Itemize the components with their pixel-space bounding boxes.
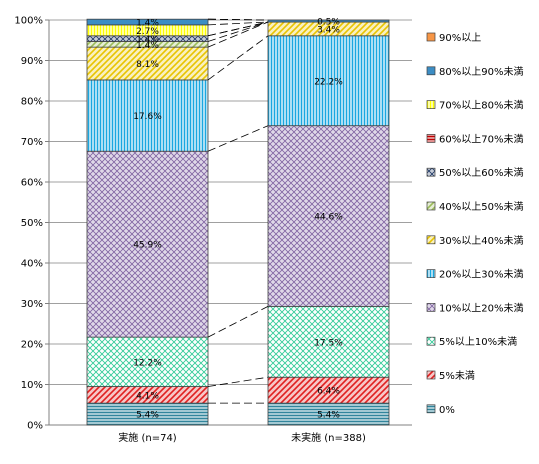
data-label: 3.4% bbox=[317, 25, 340, 35]
series-connector bbox=[207, 21, 269, 26]
data-label: 1.4% bbox=[136, 19, 159, 29]
data-label: 17.5% bbox=[314, 338, 343, 348]
bar-segment bbox=[86, 18, 209, 26]
y-tick-label: 100% bbox=[14, 16, 43, 27]
y-tick-label: 70% bbox=[21, 137, 43, 148]
data-label: 17.6% bbox=[133, 112, 162, 122]
legend-swatch bbox=[426, 336, 436, 346]
data-label: 12.2% bbox=[133, 358, 162, 368]
y-tick-label: 80% bbox=[21, 97, 43, 108]
y-tick-label: 20% bbox=[21, 340, 43, 351]
legend-swatch bbox=[426, 404, 436, 414]
legend-label: 10%以上20%未満 bbox=[439, 302, 523, 314]
data-label: 1.4% bbox=[136, 41, 159, 51]
data-label: 22.2% bbox=[314, 77, 343, 87]
y-tick-label: 60% bbox=[21, 178, 43, 189]
data-label: 1.4% bbox=[136, 35, 159, 45]
data-label: 45.9% bbox=[133, 241, 162, 251]
data-label: 5.4% bbox=[136, 411, 159, 421]
data-label: 0.5% bbox=[317, 18, 340, 28]
legend-label: 5%未満 bbox=[439, 370, 475, 382]
data-label: 44.6% bbox=[314, 213, 343, 223]
category-label: 実施 (n=74) bbox=[118, 431, 177, 444]
legend-label: 80%以上90%未満 bbox=[439, 66, 523, 78]
legend-label: 40%以上50%未満 bbox=[439, 201, 523, 213]
y-tick-label: 30% bbox=[21, 299, 43, 310]
legend-swatch bbox=[426, 134, 436, 143]
y-tick-label: 10% bbox=[21, 380, 43, 391]
series-connector bbox=[207, 18, 269, 21]
data-label: 5.4% bbox=[317, 411, 340, 421]
bar-segment bbox=[267, 125, 390, 307]
legend-label: 30%以上40%未満 bbox=[439, 235, 523, 247]
y-tick-label: 50% bbox=[21, 218, 43, 229]
bar-segment bbox=[267, 19, 390, 23]
legend-swatch bbox=[426, 269, 436, 278]
y-tick-label: 90% bbox=[21, 56, 43, 67]
y-tick-label: 40% bbox=[21, 259, 43, 270]
bar-segment bbox=[267, 376, 390, 404]
legend-label: 20%以上30%未満 bbox=[439, 269, 523, 281]
bar-segment bbox=[86, 79, 209, 152]
bar-segment bbox=[86, 46, 209, 81]
legend-label: 50%以上60%未満 bbox=[439, 167, 523, 179]
series-connector bbox=[207, 21, 269, 48]
legend-swatch bbox=[426, 32, 436, 42]
bar-segment bbox=[267, 35, 390, 127]
data-label: 2.7% bbox=[136, 27, 159, 37]
bar-segment bbox=[86, 150, 209, 338]
legend-label: 90%以上 bbox=[439, 32, 481, 44]
legend-label: 0% bbox=[439, 405, 455, 416]
legend-swatch bbox=[426, 167, 436, 177]
bar-segment bbox=[267, 305, 390, 378]
legend-label: 60%以上70%未満 bbox=[439, 133, 523, 145]
series-connector bbox=[207, 376, 269, 387]
legend-swatch bbox=[426, 235, 436, 245]
legend-swatch bbox=[426, 66, 436, 76]
data-label: 8.1% bbox=[136, 60, 159, 70]
y-tick-label: 0% bbox=[27, 421, 43, 432]
legend-label: 5%以上10%未満 bbox=[439, 336, 517, 348]
series-connector bbox=[207, 21, 269, 37]
legend-label: 70%以上80%未満 bbox=[439, 100, 523, 112]
data-label: 4.1% bbox=[136, 391, 159, 401]
bar-segment bbox=[86, 336, 209, 387]
series-connector bbox=[207, 125, 269, 152]
data-label: 6.4% bbox=[317, 387, 340, 397]
legend-swatch bbox=[426, 303, 436, 312]
category-label: 未実施 (n=388) bbox=[291, 431, 366, 444]
legend-swatch bbox=[426, 370, 436, 380]
series-connector bbox=[207, 21, 269, 42]
series-connector bbox=[207, 35, 269, 81]
legend-swatch bbox=[426, 100, 436, 109]
legend-swatch bbox=[426, 201, 436, 211]
